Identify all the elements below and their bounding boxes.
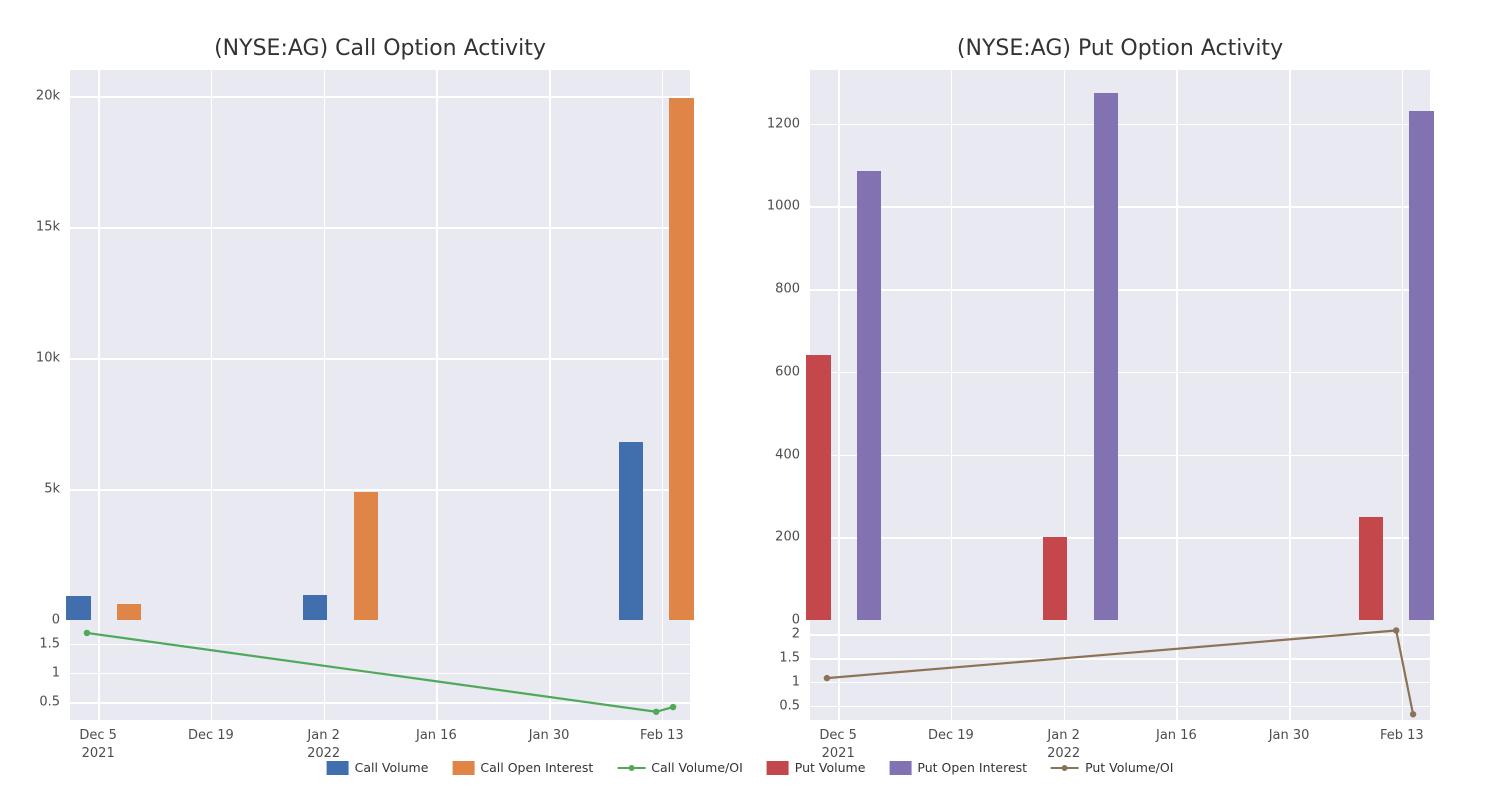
put-ytick: 1200 [750, 116, 800, 131]
call-line-ytick: 1 [10, 665, 60, 680]
put-ytick: 400 [750, 447, 800, 462]
put-line-ytick: 2 [750, 627, 800, 642]
call-xtick: Jan 30 [529, 728, 570, 743]
call-ytick: 20k [10, 89, 60, 104]
call-bar-oi [117, 604, 141, 620]
put-ytick: 800 [750, 282, 800, 297]
put-xtick-year: 2022 [1047, 746, 1080, 761]
call-xtick: Dec 19 [188, 728, 234, 743]
put-ytick: 0 [750, 613, 800, 628]
put-bar-panel [810, 70, 1430, 620]
put-line-ytick: 1.5 [750, 651, 800, 666]
legend-label: Call Open Interest [480, 760, 593, 775]
put-ytick: 200 [750, 530, 800, 545]
call-bar-volume [303, 595, 327, 620]
call-ytick: 5k [10, 482, 60, 497]
legend-line-swatch [1051, 761, 1079, 775]
legend-label: Call Volume/OI [651, 760, 743, 775]
call-bar-panel [70, 70, 690, 620]
put-bar-volume [806, 355, 830, 620]
call-ytick: 10k [10, 351, 60, 366]
put-xtick-year: 2021 [822, 746, 855, 761]
put-xtick: Dec 19 [928, 728, 974, 743]
call-line-ytick: 0.5 [10, 695, 60, 710]
legend-label: Put Open Interest [917, 760, 1027, 775]
legend-item: Call Volume [327, 760, 429, 775]
call-xtick-year: 2022 [307, 746, 340, 761]
put-bar-oi [857, 171, 881, 620]
legend-item: Put Volume/OI [1051, 760, 1173, 775]
legend-swatch [327, 761, 349, 775]
call-bar-oi [354, 492, 378, 620]
put-line-panel [810, 620, 1430, 720]
put-line-ytick: 0.5 [750, 698, 800, 713]
legend: Call Volume Call Open Interest Call Volume… [327, 760, 1174, 775]
legend-label: Call Volume [355, 760, 429, 775]
put-bar-volume [1043, 537, 1067, 620]
put-bar-oi [1409, 111, 1433, 620]
call-title: (NYSE:AG) Call Option Activity [214, 36, 546, 61]
call-line-ytick: 1.5 [10, 636, 60, 651]
put-xtick: Jan 16 [1156, 728, 1197, 743]
call-bar-volume [66, 596, 90, 620]
put-ytick: 1000 [750, 199, 800, 214]
call-ytick: 0 [10, 613, 60, 628]
legend-swatch [452, 761, 474, 775]
chart-root: (NYSE:AG) Call Option Activity 0 5k 10k 15k 2… [0, 0, 1500, 800]
call-xtick: Jan 16 [416, 728, 457, 743]
put-line-ytick: 1 [750, 674, 800, 689]
put-xtick: Feb 13 [1380, 728, 1424, 743]
legend-swatch [767, 761, 789, 775]
call-xtick: Jan 2 [307, 728, 339, 743]
put-ytick: 600 [750, 364, 800, 379]
call-xtick: Feb 13 [640, 728, 684, 743]
call-xtick-year: 2021 [82, 746, 115, 761]
legend-label: Put Volume/OI [1085, 760, 1173, 775]
legend-label: Put Volume [795, 760, 866, 775]
call-ytick: 15k [10, 220, 60, 235]
put-xtick: Jan 30 [1269, 728, 1310, 743]
legend-item: Call Open Interest [452, 760, 593, 775]
legend-swatch [889, 761, 911, 775]
call-bar-volume [619, 442, 643, 620]
legend-item: Call Volume/OI [617, 760, 743, 775]
call-line-panel [70, 620, 690, 720]
put-ratio-line [810, 620, 1430, 720]
put-bar-oi [1094, 93, 1118, 620]
legend-item: Put Volume [767, 760, 866, 775]
call-xtick: Dec 5 [79, 728, 117, 743]
call-bar-oi [669, 98, 693, 621]
call-ratio-line [70, 620, 690, 720]
put-xtick: Dec 5 [819, 728, 857, 743]
legend-line-swatch [617, 761, 645, 775]
put-title: (NYSE:AG) Put Option Activity [957, 36, 1283, 61]
put-bar-volume [1359, 517, 1383, 620]
legend-item: Put Open Interest [889, 760, 1027, 775]
put-xtick: Jan 2 [1047, 728, 1079, 743]
